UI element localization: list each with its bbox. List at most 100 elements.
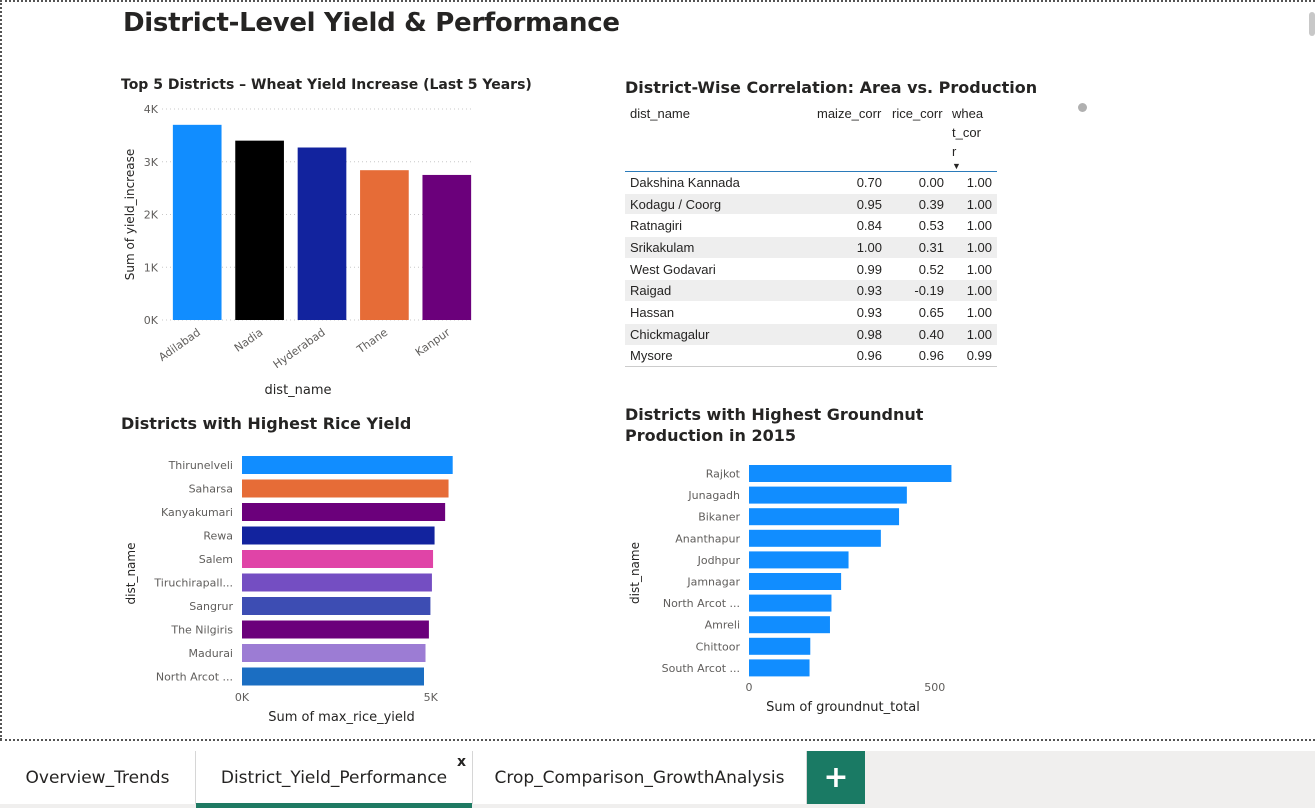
y-tick-label: 1K <box>144 261 159 274</box>
rice-chart-title: Districts with Highest Rice Yield <box>121 414 412 433</box>
active-tab-indicator <box>196 803 472 808</box>
x-tick-label: 500 <box>924 681 945 694</box>
y-axis-title: Sum of yield_increase <box>123 149 137 280</box>
close-icon[interactable]: x <box>456 754 466 770</box>
cell-rice-corr: 0.39 <box>887 193 949 216</box>
table-row[interactable]: West Godavari 0.99 0.52 1.00 <box>625 258 997 281</box>
wheat-chart-title: Top 5 Districts – Wheat Yield Increase (… <box>121 77 532 93</box>
wheat-corr-header-line2: t_cor <box>952 125 981 140</box>
bar <box>749 616 830 634</box>
bar <box>749 486 907 504</box>
cell-wheat-corr: 1.00 <box>949 301 997 324</box>
vertical-scrollbar[interactable] <box>1309 12 1315 36</box>
cell-maize-corr: 0.96 <box>811 345 887 368</box>
cell-wheat-corr: 1.00 <box>949 258 997 281</box>
y-tick-label: 2K <box>144 209 159 222</box>
col-header-wheat-corr[interactable]: whea t_cor r ▼ <box>949 102 997 172</box>
table-row[interactable]: Dakshina Kannada 0.70 0.00 1.00 <box>625 171 997 194</box>
y-tick-label: North Arcot ... <box>663 597 740 610</box>
cell-wheat-corr: 1.00 <box>949 279 997 303</box>
table-row[interactable]: Kodagu / Coorg 0.95 0.39 1.00 <box>625 193 997 216</box>
y-tick-label: Tiruchirapall... <box>153 577 233 590</box>
bar <box>749 594 832 612</box>
bar <box>749 465 952 482</box>
col-header-maize-corr[interactable]: maize_corr <box>811 102 887 172</box>
tab-label: Crop_Comparison_GrowthAnalysis <box>494 767 785 788</box>
cell-dist-name: West Godavari <box>625 258 811 281</box>
table-row[interactable]: Chickmagalur 0.98 0.40 1.00 <box>625 323 997 346</box>
y-tick-label: Sangrur <box>189 600 233 613</box>
bar <box>235 140 284 320</box>
sort-descending-icon[interactable]: ▼ <box>952 161 961 171</box>
wheat-corr-header-line1: whea <box>952 106 984 121</box>
y-tick-label: South Arcot ... <box>662 662 740 675</box>
wheat-yield-chart[interactable]: 0K 1K 2K 3K 4K Adilabad Nadia Hyderabad Thane Kan… <box>112 97 492 402</box>
y-axis-title: dist_name <box>628 542 642 604</box>
y-tick-label: Thirunelveli <box>168 459 233 472</box>
x-tick-label: 0K <box>235 691 250 704</box>
cell-rice-corr: 0.96 <box>887 345 949 368</box>
rice-yield-chart[interactable]: Thirunelveli Saharsa Kanyakumari Rewa Salem T… <box>112 442 482 737</box>
bar <box>749 659 810 677</box>
add-page-button[interactable]: + <box>807 751 865 804</box>
x-tick-label: 0 <box>746 681 753 694</box>
groundnut-production-chart[interactable]: Rajkot Junagadh Bikaner Ananthapur Jodhpur Ja… <box>617 452 987 732</box>
y-tick-label: Kanyakumari <box>161 506 233 519</box>
y-tick-label: Junagadh <box>687 489 740 502</box>
y-axis-title: dist_name <box>124 543 138 605</box>
cell-rice-corr: 0.52 <box>887 258 949 281</box>
y-tick-label: Rewa <box>203 530 233 543</box>
cell-maize-corr: 0.93 <box>811 301 887 324</box>
bar <box>242 597 431 615</box>
cell-dist-name: Raigad <box>625 279 811 303</box>
y-tick-label: Madurai <box>188 647 233 660</box>
canvas-bottom-border <box>0 739 1315 741</box>
groundnut-chart-title: Districts with Highest Groundnut Product… <box>625 405 924 445</box>
x-tick-label: Hyderabad <box>271 326 328 371</box>
tab-overview-trends[interactable]: Overview_Trends <box>0 751 196 804</box>
bar <box>242 526 435 545</box>
table-row[interactable]: Ratnagiri 0.84 0.53 1.00 <box>625 214 997 238</box>
cell-dist-name: Kodagu / Coorg <box>625 193 811 216</box>
cell-maize-corr: 0.84 <box>811 214 887 238</box>
cell-dist-name: Srikakulam <box>625 236 811 259</box>
y-tick-label: 0K <box>144 314 159 327</box>
y-tick-label: Chittoor <box>696 640 741 653</box>
table-row[interactable]: Raigad 0.93 -0.19 1.00 <box>625 279 997 303</box>
table-row[interactable]: Srikakulam 1.00 0.31 1.00 <box>625 236 997 259</box>
cell-wheat-corr: 1.00 <box>949 193 997 216</box>
tab-label: District_Yield_Performance <box>220 767 448 788</box>
table-row[interactable]: Hassan 0.93 0.65 1.00 <box>625 301 997 324</box>
bar <box>242 620 429 639</box>
cell-rice-corr: 0.53 <box>887 214 949 238</box>
cell-maize-corr: 0.98 <box>811 323 887 346</box>
cell-maize-corr: 0.70 <box>811 171 887 194</box>
col-header-dist-name[interactable]: dist_name <box>625 102 811 172</box>
x-tick-label: Nadia <box>232 326 265 355</box>
bar <box>242 456 453 474</box>
cell-wheat-corr: 1.00 <box>949 214 997 238</box>
table-row[interactable]: Mysore 0.96 0.96 0.99 <box>625 345 997 368</box>
y-tick-label: Bikaner <box>698 511 740 524</box>
x-tick-label: Kanpur <box>413 326 453 359</box>
cell-wheat-corr: 1.00 <box>949 323 997 346</box>
y-tick-label: Rajkot <box>706 468 741 481</box>
bar <box>242 479 449 498</box>
col-header-rice-corr[interactable]: rice_corr <box>887 102 949 172</box>
y-tick-label: Salem <box>199 553 233 566</box>
cell-rice-corr: -0.19 <box>887 279 949 303</box>
bar <box>297 147 347 320</box>
wheat-corr-header-line3: r <box>952 144 957 159</box>
tab-label: Overview_Trends <box>25 767 170 788</box>
resize-handle-icon[interactable] <box>1078 103 1087 112</box>
bar <box>749 637 811 655</box>
tab-district-yield-performance[interactable]: District_Yield_Performance x <box>196 751 473 808</box>
cell-dist-name: Hassan <box>625 301 811 324</box>
bar <box>242 667 424 686</box>
tab-crop-comparison-growth-analysis[interactable]: Crop_Comparison_GrowthAnalysis <box>473 751 807 804</box>
cell-rice-corr: 0.65 <box>887 301 949 324</box>
correlation-table[interactable]: dist_name maize_corr rice_corr whea t_co… <box>625 102 997 368</box>
bar <box>242 573 432 592</box>
bar <box>172 124 222 320</box>
y-tick-label: Ananthapur <box>675 532 740 545</box>
